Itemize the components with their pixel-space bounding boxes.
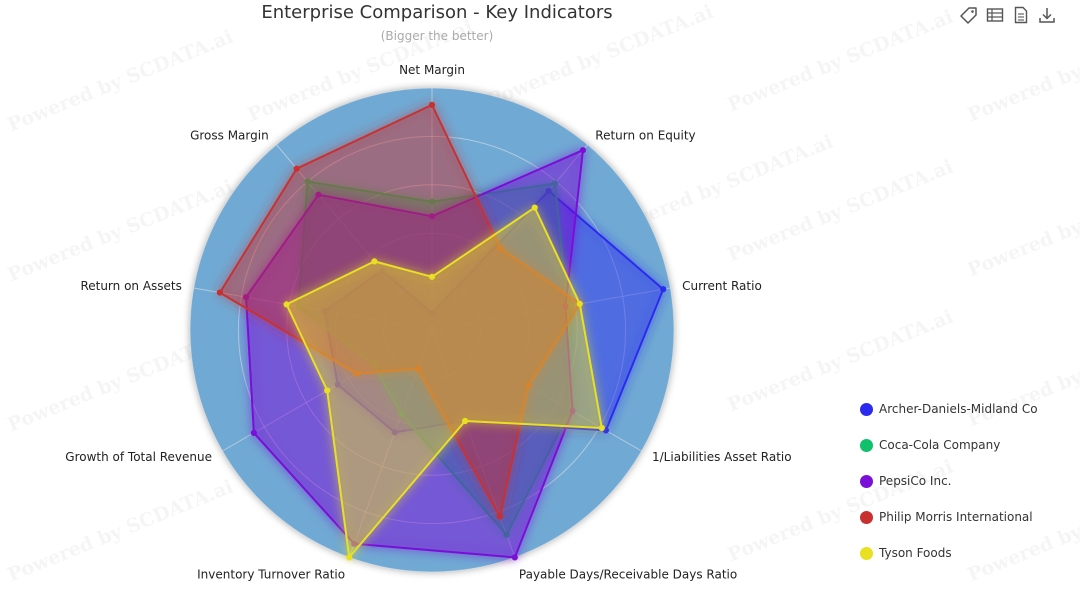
series-area[interactable] (285, 206, 603, 559)
data-point[interactable] (216, 289, 223, 296)
indicator-label: Growth of Total Revenue (65, 450, 212, 464)
legend-marker (860, 402, 873, 416)
legend-label: Tyson Foods (879, 546, 952, 560)
data-point[interactable] (576, 300, 583, 307)
legend-label: Coca-Cola Company (879, 438, 1001, 452)
tag-icon[interactable] (960, 6, 978, 24)
data-point[interactable] (428, 101, 436, 109)
chart-subtitle: (Bigger the better) (380, 29, 494, 43)
legend-item[interactable]: PepsiCo Inc. (860, 472, 1038, 490)
indicator-label: 1/Liabilities Asset Ratio (652, 450, 792, 464)
chart-title: Enterprise Comparison - Key Indicators (261, 2, 613, 23)
data-point[interactable] (428, 273, 436, 280)
indicator-label: Return on Assets (80, 279, 181, 293)
data-point[interactable] (293, 165, 300, 172)
data-point[interactable] (324, 387, 331, 394)
indicator-label: Inventory Turnover Ratio (197, 568, 345, 582)
legend-marker (860, 438, 873, 452)
legend-marker (860, 474, 873, 488)
data-point[interactable] (462, 417, 469, 425)
data-point[interactable] (579, 147, 587, 154)
data-point[interactable] (660, 286, 667, 293)
legend-label: Archer-Daniels-Midland Co (879, 402, 1038, 416)
legend-item[interactable]: Philip Morris International (860, 508, 1038, 526)
download-icon[interactable] (1038, 6, 1056, 24)
data-view-icon[interactable] (986, 6, 1004, 24)
data-point[interactable] (531, 204, 538, 211)
indicator-label: Net Margin (399, 63, 465, 77)
document-icon[interactable] (1012, 6, 1030, 24)
data-point[interactable] (371, 258, 378, 265)
chart-legend: Archer-Daniels-Midland Co Coca-Cola Compa… (860, 400, 1038, 580)
legend-marker (860, 510, 873, 524)
indicator-label: Gross Margin (190, 128, 269, 142)
indicator-label: Current Ratio (682, 279, 762, 293)
data-point[interactable] (511, 554, 518, 561)
data-point[interactable] (250, 429, 257, 436)
series-4[interactable] (283, 204, 605, 561)
legend-item[interactable]: Tyson Foods (860, 544, 1038, 562)
legend-label: Philip Morris International (879, 510, 1033, 524)
data-point[interactable] (598, 424, 605, 432)
indicator-label: Return on Equity (595, 128, 695, 142)
legend-item[interactable]: Archer-Daniels-Midland Co (860, 400, 1038, 418)
data-point[interactable] (496, 513, 503, 520)
legend-marker (860, 546, 873, 560)
chart-toolbar (960, 6, 1056, 24)
legend-item[interactable]: Coca-Cola Company (860, 436, 1038, 454)
data-point[interactable] (346, 554, 353, 561)
indicator-label: Payable Days/Receivable Days Ratio (519, 568, 737, 582)
data-point[interactable] (283, 301, 290, 308)
legend-label: PepsiCo Inc. (879, 474, 952, 488)
